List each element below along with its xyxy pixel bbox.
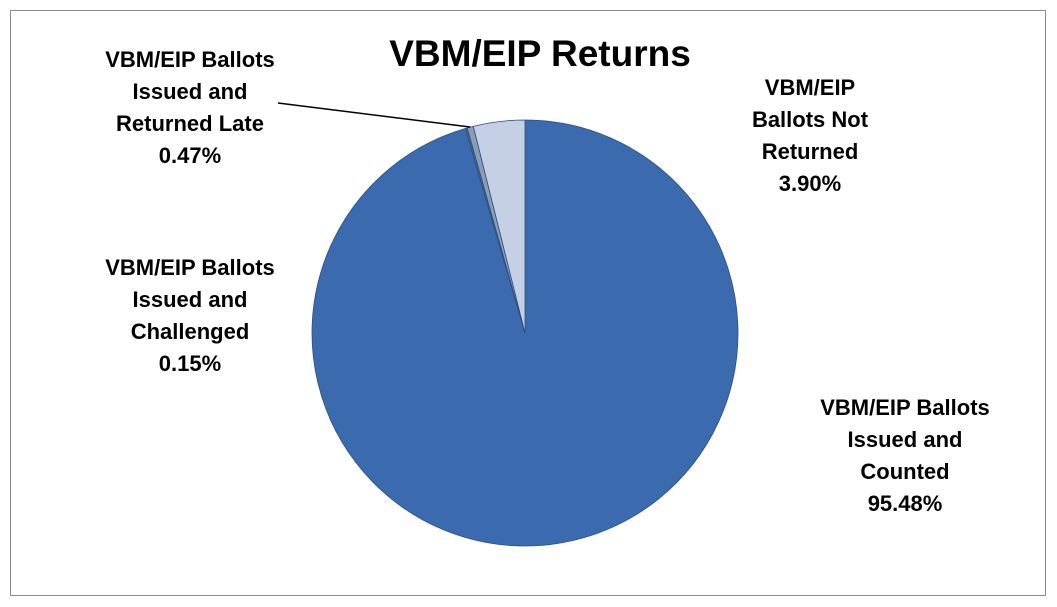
- leader-line: [277, 102, 471, 128]
- chart-title: VBM/EIP Returns: [389, 33, 691, 74]
- slice-label: VBM/EIP Ballots Issued and Counted 95.48%: [810, 392, 1000, 520]
- slice-label: VBM/EIP Ballots Not Returned 3.90%: [735, 72, 885, 200]
- slice-label: VBM/EIP Ballots Issued and Returned Late…: [95, 44, 285, 172]
- slice-name: VBM/EIP Ballots Not Returned: [751, 75, 869, 164]
- pie: [311, 119, 739, 547]
- pie-slice: [472, 119, 526, 334]
- slice-value: 3.90%: [778, 171, 842, 196]
- slice-name: VBM/EIP Ballots Issued and Challenged: [105, 255, 275, 344]
- slice-name: VBM/EIP Ballots Issued and Returned Late: [105, 47, 275, 136]
- slice-value: 0.47%: [158, 143, 222, 168]
- slice-value: 0.15%: [158, 351, 222, 376]
- slice-value: 95.48%: [867, 491, 943, 516]
- slice-name: VBM/EIP Ballots Issued and Counted: [820, 395, 990, 484]
- slice-label: VBM/EIP Ballots Issued and Challenged 0.1…: [95, 252, 285, 380]
